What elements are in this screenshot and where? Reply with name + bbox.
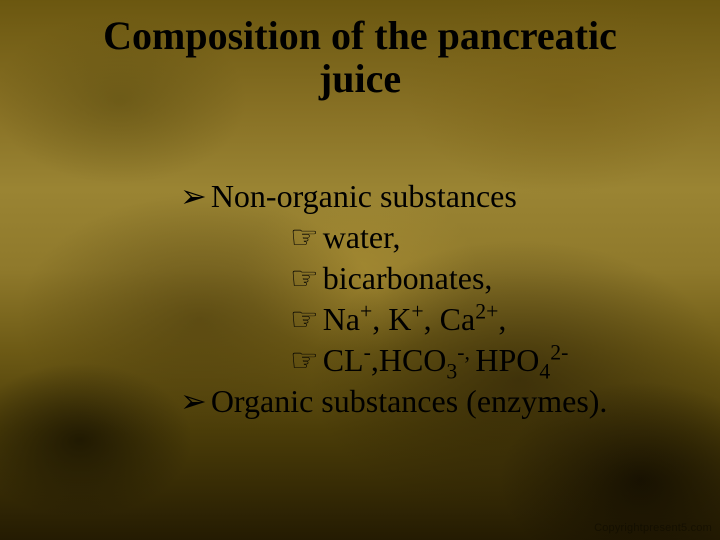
hand-icon: ☞ [290, 258, 319, 299]
bullet-l2-cations: ☞ Na+, K+, Ca2+, [290, 299, 700, 340]
bullet-text: Organic substances (enzymes). [211, 381, 608, 422]
bullet-l2-water: ☞ water, [290, 217, 700, 258]
bullet-text: bicarbonates, [323, 258, 493, 299]
bullet-l1-nonorganic: ➢ Non-organic substances [180, 176, 700, 217]
hand-icon: ☞ [290, 217, 319, 258]
hand-icon: ☞ [290, 299, 319, 340]
arrow-icon: ➢ [180, 176, 207, 217]
arrow-icon: ➢ [180, 381, 207, 422]
bullet-l2-anions: ☞ CL-,HCO3-, HPO42- [290, 340, 700, 381]
title-line-1: Composition of the pancreatic [103, 13, 617, 58]
hand-icon: ☞ [290, 340, 319, 381]
slide-title: Composition of the pancreatic juice [0, 14, 720, 100]
bullet-text: Non-organic substances [211, 176, 517, 217]
bullet-text: CL-,HCO3-, HPO42- [323, 340, 569, 381]
bullet-text: Na+, K+, Ca2+, [323, 299, 507, 340]
bullet-l1-organic: ➢ Organic substances (enzymes). [180, 381, 700, 422]
watermark: Copyrightpresent5.com [594, 522, 712, 534]
content-block: ➢ Non-organic substances ☞ water, ☞ bica… [180, 176, 700, 422]
slide: Composition of the pancreatic juice ➢ No… [0, 0, 720, 540]
bullet-text: water, [323, 217, 401, 258]
bullet-l2-bicarbonates: ☞ bicarbonates, [290, 258, 700, 299]
title-line-2: juice [319, 56, 401, 101]
